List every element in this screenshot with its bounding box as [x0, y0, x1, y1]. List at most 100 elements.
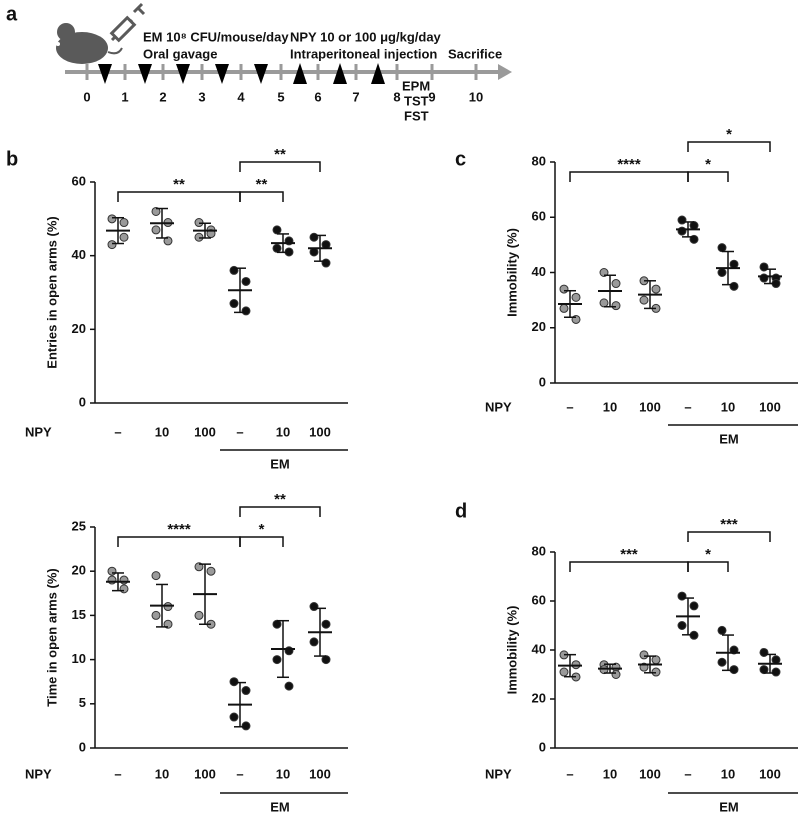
injection-title: NPY 10 or 100 μg/kg/day [290, 29, 442, 44]
y-tick-label: 40 [72, 247, 86, 262]
data-point [107, 575, 117, 585]
data-point [321, 619, 331, 629]
y-tick-label: 20 [532, 690, 546, 705]
data-point [272, 225, 282, 235]
significance-label: ** [274, 146, 286, 163]
data-point [599, 298, 609, 308]
data-point [241, 721, 251, 731]
data-point [571, 292, 581, 302]
gavage-sub: Oral gavage [143, 46, 217, 61]
significance-bracket [569, 171, 689, 182]
data-point [689, 221, 699, 231]
mouse-icon [56, 23, 123, 64]
x-tick-label: 10 [603, 399, 617, 414]
test-label: EPM [402, 78, 430, 93]
y-tick-label: 0 [539, 739, 546, 754]
gavage-markers [98, 64, 268, 84]
x-tick-label: 100 [194, 766, 216, 781]
day-label: 4 [237, 89, 245, 104]
y-tick-label: 0 [79, 394, 86, 409]
data-point [771, 667, 781, 677]
data-point [309, 602, 319, 612]
significance-bracket [117, 191, 241, 202]
data-point [611, 301, 621, 311]
row-label: NPY [25, 424, 52, 439]
test-label: FST [404, 108, 429, 123]
data-point [729, 281, 739, 291]
x-tick-label: – [236, 766, 243, 781]
data-point [206, 566, 216, 576]
data-point [241, 276, 251, 286]
significance-bracket [239, 161, 321, 172]
day-label: 0 [83, 89, 90, 104]
day-label: 6 [314, 89, 321, 104]
data-point [651, 655, 661, 665]
gavage-title: EM 10⁸ CFU/mouse/day [143, 29, 289, 44]
data-point [119, 575, 129, 585]
x-tick-label: 10 [276, 424, 290, 439]
day-label: 9 [428, 89, 435, 104]
x-tick-label: 100 [194, 424, 216, 439]
data-point [151, 571, 161, 581]
data-point [677, 215, 687, 225]
y-axis-label: Time in open arms (%) [44, 568, 59, 706]
row-label: NPY [25, 766, 52, 781]
data-point [119, 584, 129, 594]
x-tick-label: 100 [639, 399, 661, 414]
row-label: NPY [485, 766, 512, 781]
x-tick-label: 100 [759, 399, 781, 414]
x-tick-label: – [684, 766, 691, 781]
data-point [599, 268, 609, 277]
data-point [151, 225, 161, 235]
day-label: 5 [277, 89, 284, 104]
syringe-icon [109, 2, 146, 43]
y-tick-label: 20 [532, 319, 546, 334]
test-label: TST [404, 93, 429, 108]
x-tick-label: 10 [721, 399, 735, 414]
y-tick-label: 60 [532, 209, 546, 224]
panel-label: b [6, 148, 18, 170]
data-point [639, 295, 649, 305]
data-point [309, 637, 319, 647]
data-point [229, 712, 239, 722]
x-tick-label: – [566, 399, 573, 414]
significance-bracket [239, 506, 321, 517]
y-tick-label: 80 [532, 543, 546, 558]
y-tick-label: 0 [79, 739, 86, 754]
panel-label: d [455, 500, 467, 522]
x-tick-label: 100 [309, 424, 331, 439]
data-point [151, 610, 161, 620]
data-point [759, 647, 769, 657]
day-label: 10 [469, 89, 483, 104]
significance-label: ** [173, 176, 185, 193]
significance-label: * [726, 126, 732, 143]
significance-label: **** [617, 156, 641, 173]
day-label: 7 [352, 89, 359, 104]
y-tick-label: 60 [72, 173, 86, 188]
significance-label: *** [620, 546, 638, 563]
end-label: Sacrifice [448, 46, 502, 61]
data-point [107, 214, 117, 224]
significance-label: * [259, 521, 265, 538]
data-point [229, 299, 239, 309]
significance-label: ** [256, 176, 268, 193]
data-point [241, 306, 251, 316]
significance-bracket [239, 191, 284, 202]
y-tick-label: 5 [79, 695, 86, 710]
injection-sub: Intraperitoneal injection [290, 46, 437, 61]
data-point [717, 268, 727, 277]
data-point [284, 681, 294, 691]
data-point [639, 650, 649, 660]
timeline-arrow [498, 64, 512, 80]
group-label: EM [270, 456, 290, 471]
x-tick-label: – [114, 424, 121, 439]
y-axis-label: Immobility (%) [504, 228, 519, 317]
data-point [717, 657, 727, 667]
y-axis-label: Immobility (%) [504, 606, 519, 695]
data-point [107, 240, 117, 250]
y-tick-label: 40 [532, 264, 546, 279]
data-point [677, 621, 687, 630]
significance-bracket [687, 531, 771, 542]
data-point [611, 279, 621, 289]
